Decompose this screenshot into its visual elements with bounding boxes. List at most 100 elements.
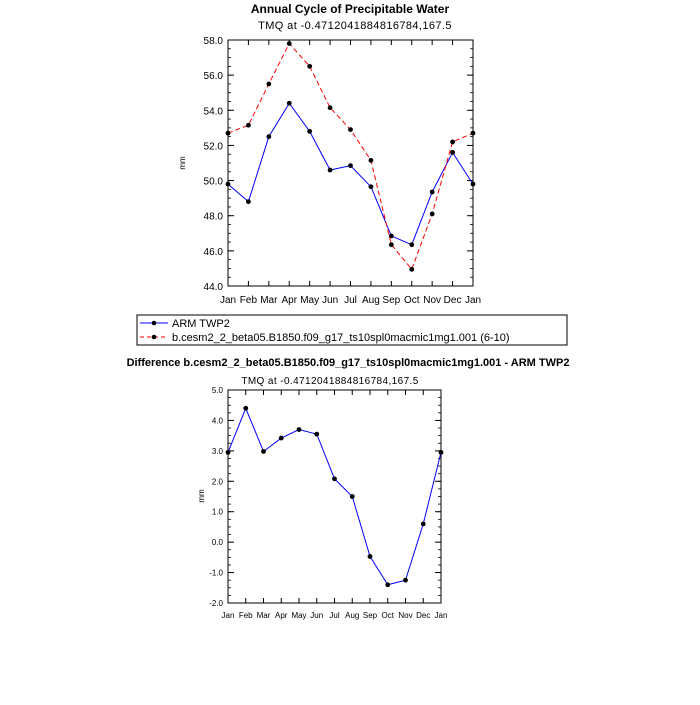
chart1-frame: [227, 39, 474, 287]
chart1-ylabel: mm: [178, 156, 187, 170]
chart1-series-2-point: [286, 41, 292, 46]
chart2-series-1-point: [438, 449, 444, 455]
chart2-series-1-point: [314, 431, 320, 437]
chart2-series-1-point: [385, 582, 391, 588]
chart1-series-1-point: [307, 128, 313, 134]
chart2-series-1-point: [296, 427, 302, 432]
chart1-series-2-point: [225, 130, 231, 136]
chart1-legend: ARM TWP2 b.cesm2_2_beta05.B1850.f09_g17_…: [136, 314, 568, 346]
chart1-xtick-label: Apr: [281, 295, 297, 306]
chart2-xtick-label: Jan: [435, 611, 448, 620]
chart2-xtick-label: Jul: [329, 611, 339, 620]
chart1-series-line-2: [227, 42, 474, 271]
chart2-xtick-label: Oct: [382, 611, 395, 620]
chart2-series-1-point: [243, 405, 249, 411]
chart2-ytick-label: 5.0: [212, 386, 224, 395]
chart2-series-1-point: [332, 476, 337, 482]
chart2-title: Difference b.cesm2_2_beta05.B1850.f09_g1…: [127, 357, 570, 369]
chart2-xtick-label: May: [291, 611, 306, 620]
chart2-ylabel: mm: [197, 489, 206, 503]
chart1-series-1-point: [286, 100, 292, 106]
chart2-xtick-label: Feb: [239, 611, 253, 620]
chart1-series-1-point: [225, 181, 231, 187]
chart2-series-1-point: [420, 521, 426, 527]
chart1-ytick-label: 48.0: [204, 212, 224, 223]
chart1-series-2-point: [388, 242, 394, 248]
chart1-series-2-point: [348, 127, 353, 133]
chart2-series-1-point: [349, 494, 355, 499]
chart2-ytick-label: 3.0: [212, 447, 224, 456]
chart1-series-line-1: [227, 102, 474, 246]
chart1-series-1-point: [348, 163, 353, 169]
chart1-series-1-point: [450, 150, 455, 155]
legend-label-series1: ARM TWP2: [172, 318, 230, 330]
legend-marker-series2: [151, 334, 157, 340]
chart1-series-2-point: [266, 81, 272, 87]
chart1-xtick-label: Jan: [465, 295, 481, 306]
chart2-xtick-label: Jan: [222, 611, 235, 620]
chart1-series-2-point: [246, 122, 251, 128]
legend-box: [136, 314, 568, 346]
chart1-series-2-point: [307, 63, 313, 69]
chart1-ytick-label: 52.0: [204, 141, 224, 152]
chart2-xtick-label: Aug: [345, 611, 359, 620]
chart1-xtick-label: Nov: [423, 295, 441, 306]
chart2-xtick-label: Nov: [398, 611, 412, 620]
legend-label-series2: b.cesm2_2_beta05.B1850.f09_g17_ts10spl0m…: [172, 332, 510, 344]
chart2-plot: Jan Feb Mar Apr May Jun Jul Aug Sep Oct Nov Dec Jan -…: [209, 386, 447, 620]
chart2-series-1-point: [225, 449, 231, 455]
chart1-series-1-point: [266, 134, 272, 140]
chart1-series-1-point: [368, 184, 374, 190]
chart2-xtick-label: Jun: [310, 611, 323, 620]
chart1-xtick-label: Jul: [344, 295, 357, 306]
chart1-xtick-label: Oct: [404, 295, 420, 306]
chart2-series-line-1: [227, 406, 442, 586]
chart1-series-1-point: [246, 199, 251, 205]
chart1-ytick-label: 44.0: [204, 282, 224, 293]
chart1-series-2-point: [368, 157, 374, 163]
chart2-ytick-label: 1.0: [212, 508, 224, 517]
chart1-series-1-point: [327, 167, 333, 173]
chart1-ytick-label: 50.0: [204, 177, 224, 188]
chart1-xtick-label: Dec: [444, 295, 462, 306]
chart2-xtick-label: Sep: [363, 611, 378, 620]
chart1-xtick-label: Feb: [240, 295, 258, 306]
chart1-series-1-point: [409, 242, 415, 248]
chart1-series-1-point: [388, 233, 394, 239]
chart1-xtick-label: Mar: [260, 295, 278, 306]
chart2-series-1-point: [403, 577, 408, 583]
chart1-series-2-point: [429, 211, 435, 217]
chart2-xtick-label: Mar: [257, 611, 271, 620]
chart2-subtitle: TMQ at -0.4712041884816784,167.5: [241, 376, 418, 387]
chart1-title: Annual Cycle of Precipitable Water: [251, 2, 450, 16]
chart2-series-1-point: [367, 554, 373, 559]
chart2-series-1-point: [261, 449, 266, 454]
chart2-ytick-label: -2.0: [209, 599, 223, 608]
chart1-xtick-label: Jun: [322, 295, 338, 306]
chart1-series-1-point: [429, 189, 435, 195]
chart2-xtick-label: Apr: [275, 611, 288, 620]
chart1-xtick-label: Sep: [382, 295, 400, 306]
chart2-ytick-label: 0.0: [212, 538, 224, 547]
chart2-frame: [227, 389, 442, 604]
chart1-series-2-point: [409, 266, 415, 272]
chart1-ytick-label: 54.0: [204, 106, 224, 117]
legend-marker-series1: [151, 320, 157, 326]
chart1-series-2-point: [470, 130, 476, 136]
chart1-series-2-point: [327, 105, 333, 111]
chart1-xtick-label: May: [300, 295, 319, 306]
chart2-series-1-point: [278, 435, 284, 441]
chart1-series-2-point: [450, 139, 455, 145]
chart2-ytick-label: -1.0: [209, 569, 223, 578]
chart2-ytick-label: 2.0: [212, 477, 224, 486]
chart1-xtick-label: Jan: [220, 295, 236, 306]
chart1-ytick-label: 46.0: [204, 247, 224, 258]
chart1-ytick-label: 58.0: [204, 36, 224, 47]
chart2-ytick-label: 4.0: [212, 416, 224, 425]
chart1-plot: Jan Feb Mar Apr May Jun Jul Aug Sep Oct Nov Dec Jan4…: [204, 36, 482, 306]
chart1-ytick-label: 56.0: [204, 71, 224, 82]
chart2-xtick-label: Dec: [416, 611, 430, 620]
chart1-xtick-label: Aug: [362, 295, 380, 306]
chart1-series-1-point: [470, 181, 476, 187]
